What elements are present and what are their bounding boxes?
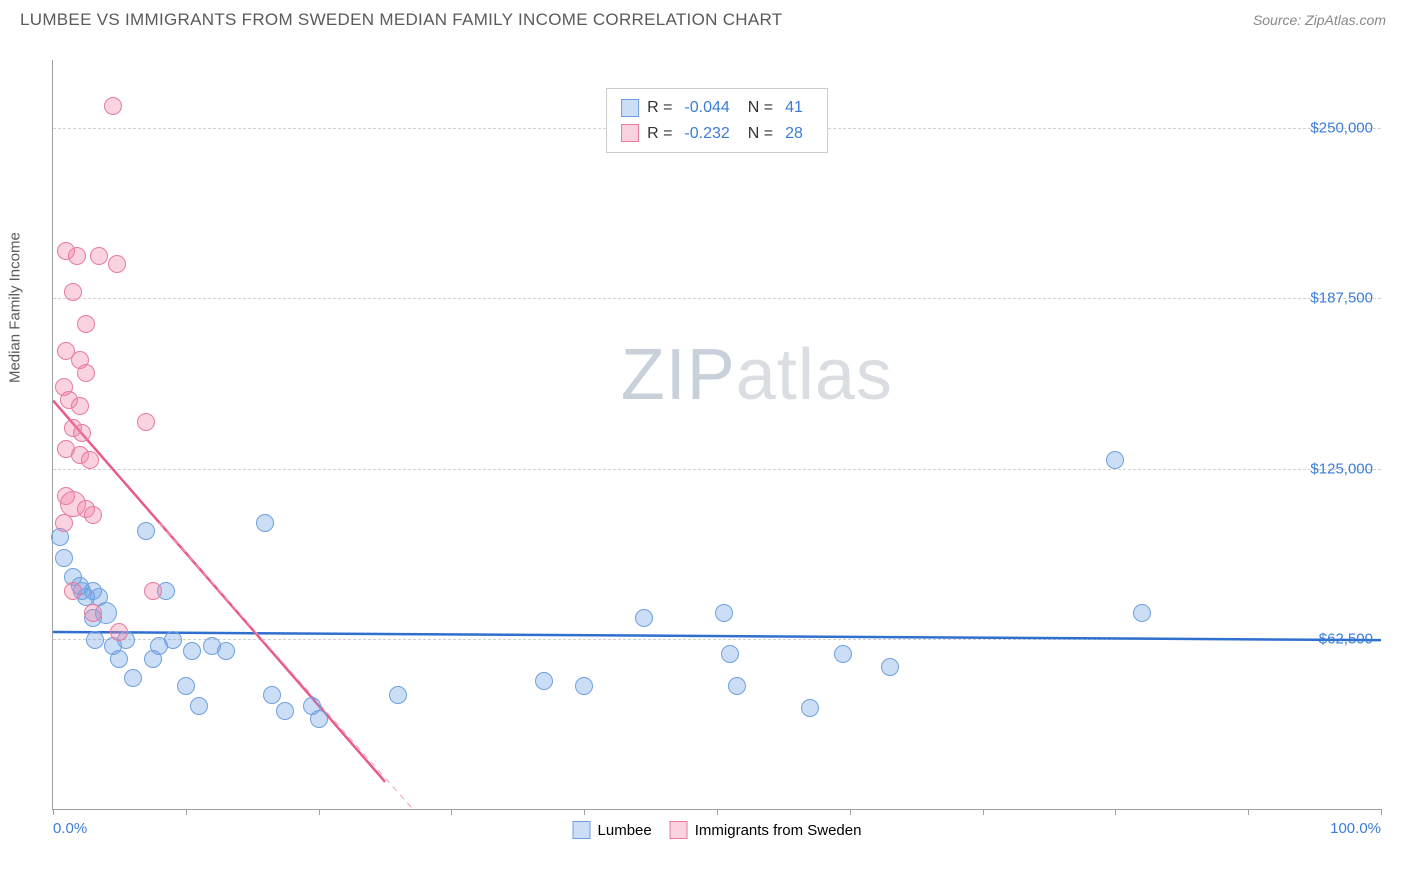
scatter-point [55,549,73,567]
plot-area: ZIPatlas $62,500 $125,000 $187,500 $250,000… [52,60,1381,810]
scatter-point [77,364,95,382]
legend-item-lumbee: Lumbee [573,821,652,839]
n-label: N = [748,121,773,147]
scatter-point [1106,451,1124,469]
scatter-point [84,604,102,622]
r-value-0: -0.044 [684,95,729,121]
x-tick [1115,809,1116,815]
trend-line [159,523,425,809]
scatter-point [721,645,739,663]
n-value-1: 28 [785,121,803,147]
n-label: N = [748,95,773,121]
legend-swatch-icon [670,821,688,839]
scatter-point [104,97,122,115]
series-legend: Lumbee Immigrants from Sweden [573,821,862,839]
r-label: R = [647,121,672,147]
x-tick [186,809,187,815]
r-label: R = [647,95,672,121]
legend-item-sweden: Immigrants from Sweden [670,821,862,839]
x-tick [1381,809,1382,815]
scatter-point [86,631,104,649]
gridline [53,639,1381,640]
scatter-point [108,255,126,273]
scatter-point [137,413,155,431]
x-tick [983,809,984,815]
correlation-legend-row-1: R = -0.232 N = 28 [621,121,813,147]
r-value-1: -0.232 [684,121,729,147]
correlation-legend-row-0: R = -0.044 N = 41 [621,95,813,121]
y-tick-label: $62,500 [1319,630,1373,647]
scatter-point [55,514,73,532]
scatter-point [64,283,82,301]
scatter-point [535,672,553,690]
scatter-point [124,669,142,687]
scatter-point [90,247,108,265]
scatter-point [881,658,899,676]
legend-swatch-icon [573,821,591,839]
y-tick-label: $250,000 [1310,120,1373,137]
x-tick [850,809,851,815]
x-tick [319,809,320,815]
watermark: ZIPatlas [621,334,893,416]
scatter-point [256,514,274,532]
gridline [53,469,1381,470]
chart-header: LUMBEE VS IMMIGRANTS FROM SWEDEN MEDIAN … [0,0,1406,35]
scatter-point [144,582,162,600]
scatter-point [81,451,99,469]
scatter-point [71,397,89,415]
x-tick-label: 100.0% [1330,820,1381,837]
scatter-point [635,609,653,627]
scatter-point [276,702,294,720]
n-value-0: 41 [785,95,803,121]
scatter-point [575,677,593,695]
scatter-point [68,247,86,265]
correlation-legend: R = -0.044 N = 41 R = -0.232 N = 28 [606,88,828,153]
trend-lines-layer [53,60,1381,809]
scatter-point [77,315,95,333]
scatter-point [190,697,208,715]
scatter-point [263,686,281,704]
watermark-atlas: atlas [736,335,893,415]
scatter-point [715,604,733,622]
scatter-point [84,506,102,524]
x-tick [1248,809,1249,815]
scatter-point [834,645,852,663]
legend-swatch-sweden [621,124,639,142]
chart-title: LUMBEE VS IMMIGRANTS FROM SWEDEN MEDIAN … [20,10,782,30]
scatter-point [73,424,91,442]
legend-label: Immigrants from Sweden [695,822,862,839]
y-tick-label: $187,500 [1310,290,1373,307]
x-tick [717,809,718,815]
scatter-point [164,631,182,649]
scatter-point [389,686,407,704]
scatter-point [728,677,746,695]
scatter-point [1133,604,1151,622]
scatter-point [177,677,195,695]
scatter-point [110,623,128,641]
scatter-point [64,582,82,600]
scatter-point [801,699,819,717]
scatter-point [217,642,235,660]
scatter-point [183,642,201,660]
watermark-zip: ZIP [621,335,736,415]
x-tick [584,809,585,815]
scatter-point [310,710,328,728]
x-tick [53,809,54,815]
x-tick-label: 0.0% [53,820,87,837]
x-tick [451,809,452,815]
scatter-point [110,650,128,668]
chart-container: Median Family Income ZIPatlas $62,500$12… [20,35,1386,865]
y-axis-label: Median Family Income [7,232,24,383]
gridline [53,298,1381,299]
legend-label: Lumbee [598,822,652,839]
legend-swatch-lumbee [621,99,639,117]
y-tick-label: $125,000 [1310,460,1373,477]
chart-source: Source: ZipAtlas.com [1253,12,1386,28]
scatter-point [137,522,155,540]
